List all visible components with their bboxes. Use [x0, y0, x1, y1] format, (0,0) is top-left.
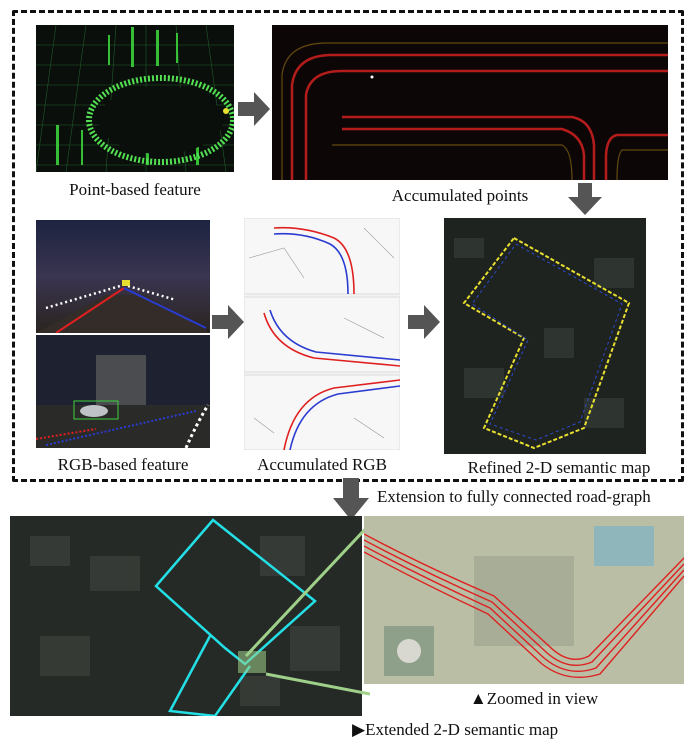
- zoomed-in-view-image: [364, 516, 684, 684]
- extension-caption: Extension to fully connected road-graph: [377, 487, 651, 506]
- refined-semantic-map-caption: Refined 2-D semantic map: [467, 458, 651, 477]
- point-based-feature-image: [36, 25, 234, 172]
- arrow-down-icon: [568, 183, 602, 215]
- rgb-feature-image-bottom: [36, 335, 210, 448]
- point-based-feature-caption: Point-based feature: [69, 180, 201, 199]
- accumulated-rgb-caption: Accumulated RGB: [257, 455, 387, 474]
- refined-semantic-map-image: [444, 218, 646, 454]
- arrow-right-icon: [212, 305, 244, 339]
- accumulated-rgb-image: [244, 218, 400, 450]
- arrow-down-icon: [333, 478, 369, 520]
- accumulated-points-image: [272, 25, 668, 180]
- rgb-feature-image-top: [36, 220, 210, 333]
- arrow-right-icon: [238, 92, 270, 126]
- rgb-based-feature-caption: RGB-based feature: [57, 455, 189, 474]
- zoom-link-lines: [244, 522, 370, 696]
- zoom-region-marker: [238, 651, 266, 673]
- zoomed-in-view-caption: ▲Zoomed in view: [469, 689, 599, 708]
- accumulated-points-caption: Accumulated points: [391, 186, 529, 205]
- extended-semantic-map-caption: ▶Extended 2-D semantic map: [352, 720, 559, 739]
- arrow-right-icon: [408, 305, 440, 339]
